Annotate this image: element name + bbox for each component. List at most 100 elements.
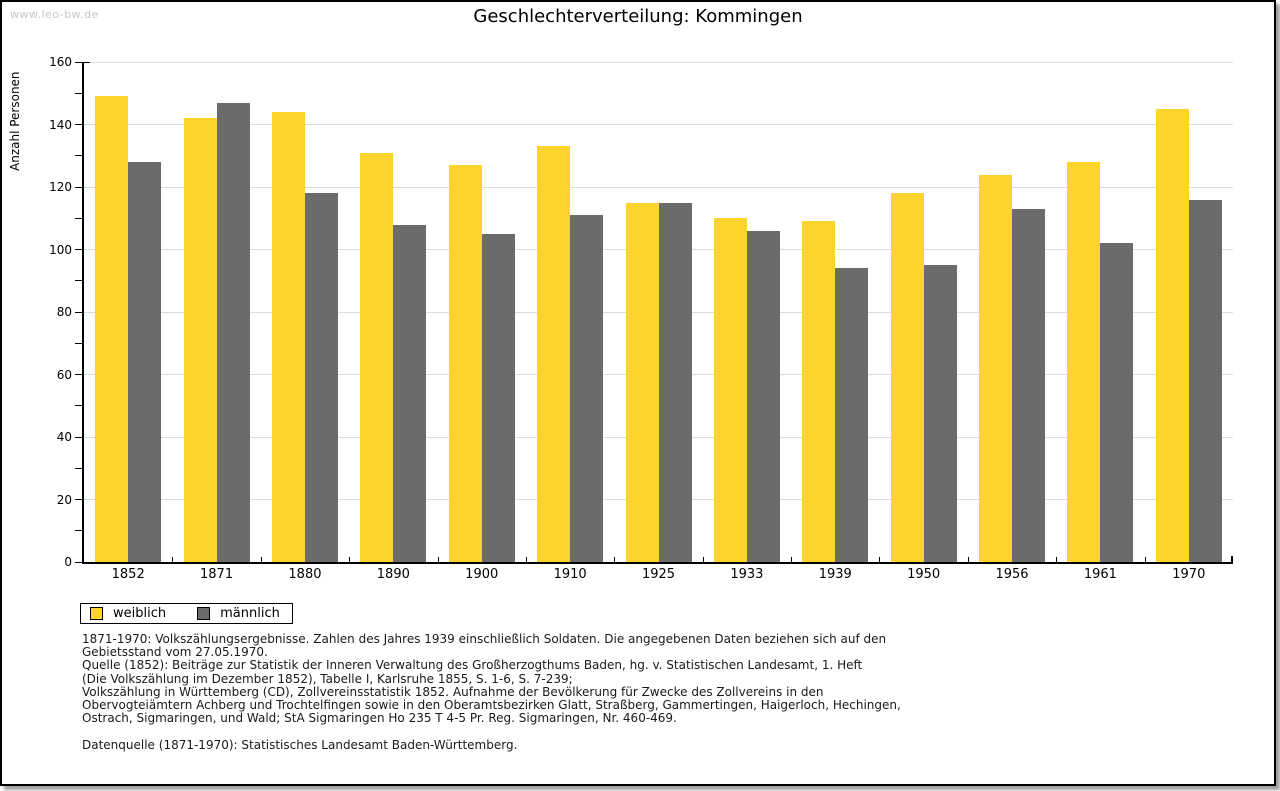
- y-axis-tick-label: 80: [56, 305, 72, 319]
- y-axis-endcap: [84, 62, 90, 63]
- x-axis-tick: [614, 557, 616, 562]
- y-axis-tick-label: 60: [56, 367, 72, 382]
- x-axis-category-label: 1910: [553, 567, 587, 582]
- x-axis-category-label: 1970: [1172, 567, 1206, 582]
- bar-weiblich-1890: [360, 152, 394, 562]
- footnote-line: Datenquelle (1871-1970): Statistisches L…: [82, 737, 518, 752]
- x-axis-tick: [702, 557, 704, 562]
- y-axis-tick: [75, 61, 82, 63]
- x-axis-category-label: 1890: [376, 567, 410, 582]
- x-axis-category-label: 1900: [465, 567, 499, 582]
- footnotes: 1871-1970: Volkszählungsergebnisse. Zahl…: [82, 632, 1232, 752]
- footnote-line: [82, 725, 1232, 738]
- bar-männlich-1925: [658, 202, 692, 562]
- bar-männlich-1950: [923, 265, 957, 562]
- x-axis-category-label: 1933: [730, 567, 764, 582]
- bar-weiblich-1880: [271, 112, 305, 562]
- gridline-120: [84, 186, 1233, 188]
- x-axis-tick: [791, 557, 793, 562]
- x-axis-tick: [172, 557, 174, 562]
- bar-männlich-1933: [746, 230, 780, 562]
- y-axis-tick-label: 140: [49, 117, 72, 132]
- y-axis-tick-label: 40: [56, 430, 72, 444]
- y-axis-tick: [75, 499, 82, 500]
- bar-männlich-1871: [216, 102, 250, 562]
- x-axis-tick: [1144, 557, 1146, 562]
- bar-männlich-1956: [1012, 208, 1046, 562]
- bar-weiblich-1900: [448, 165, 482, 562]
- plot-area: 0 20 40 60 80 100 120 140 160 1852 1871 1880 1890 190…: [49, 55, 1233, 582]
- bar-weiblich-1961: [1067, 162, 1101, 562]
- bar-männlich-1900: [481, 233, 515, 562]
- y-axis-tick: [75, 405, 82, 407]
- y-axis-tick: [75, 124, 82, 125]
- x-axis-tick: [525, 557, 527, 562]
- y-axis-tick: [75, 342, 82, 344]
- bar-männlich-1961: [1100, 243, 1134, 562]
- x-axis-tick: [349, 557, 351, 562]
- bar-männlich-1890: [393, 224, 427, 562]
- y-axis-tick-label: 120: [49, 180, 72, 194]
- x-axis-tick: [879, 557, 881, 562]
- y-axis-tick: [75, 186, 82, 188]
- x-axis-category-label: 1939: [818, 567, 852, 582]
- footnote-line: Volkszählung in Württemberg (CD), Zollve…: [82, 684, 824, 699]
- y-axis-tick: [75, 467, 82, 469]
- legend: weiblich männlich: [80, 603, 293, 624]
- gridline-140: [84, 124, 1233, 125]
- bar-weiblich-1939: [802, 221, 836, 562]
- footnote-line: Gebietsstand vom 27.05.1970.: [82, 645, 268, 660]
- y-axis-tick: [75, 311, 82, 313]
- watermark: www.leo-bw.de: [10, 8, 99, 21]
- legend-swatch-weiblich: [90, 607, 103, 620]
- y-axis-tick: [75, 436, 82, 438]
- bar-weiblich-1933: [713, 218, 747, 562]
- x-axis-tick: [1056, 557, 1058, 562]
- x-axis-tick: [260, 557, 262, 562]
- bar-weiblich-1970: [1155, 108, 1189, 562]
- chart-title: Geschlechterverteilung: Kommingen: [473, 6, 803, 27]
- bar-männlich-1939: [835, 268, 869, 562]
- x-axis-category-label: 1950: [907, 567, 941, 582]
- x-axis-category-label: 1956: [995, 567, 1029, 582]
- y-axis-tick: [75, 217, 82, 219]
- y-axis-tick-label: 0: [64, 555, 72, 569]
- y-axis-tick-label: 100: [49, 242, 72, 257]
- y-axis-tick: [75, 155, 82, 157]
- y-axis-tick: [75, 561, 82, 563]
- footnote-line: 1871-1970: Volkszählungsergebnisse. Zahl…: [82, 632, 887, 646]
- x-axis-tick: [437, 557, 439, 562]
- x-axis-category-label: 1880: [288, 567, 322, 582]
- x-axis-category-label: 1925: [641, 567, 676, 582]
- bar-männlich-1880: [304, 193, 338, 562]
- y-axis-tick: [75, 530, 82, 532]
- bar-weiblich-1956: [979, 174, 1013, 562]
- bar-männlich-1910: [570, 215, 604, 562]
- footnote-line: (Die Volkszählung im Dezember 1852), Tab…: [82, 671, 573, 686]
- legend-label-maennlich: männlich: [220, 606, 280, 621]
- footnote-line: Obervogteiämtern Achberg und Trochtelfin…: [82, 698, 901, 713]
- y-axis-tick: [75, 249, 82, 250]
- y-axis-title: Anzahl Personen: [8, 71, 22, 171]
- x-axis-category-label: 1961: [1083, 567, 1117, 582]
- y-axis-tick: [75, 280, 82, 282]
- legend-label-weiblich: weiblich: [113, 606, 167, 621]
- bar-weiblich-1910: [537, 146, 571, 562]
- y-axis-tick: [75, 374, 82, 375]
- bar-weiblich-1925: [625, 202, 659, 562]
- x-axis-category-label: 1871: [200, 567, 234, 582]
- bar-männlich-1970: [1188, 199, 1222, 562]
- gridline-160: [84, 61, 1233, 63]
- footnote-line: Ostrach, Sigmaringen, und Wald; StA Sigm…: [82, 711, 677, 726]
- y-axis-tick-label: 160: [49, 55, 72, 69]
- x-axis-category-label: 1852: [111, 567, 145, 582]
- bar-weiblich-1871: [183, 118, 217, 562]
- x-axis-endcap: [1231, 556, 1233, 562]
- footnote-line: Quelle (1852): Beiträge zur Statistik de…: [82, 658, 863, 673]
- x-axis-tick: [967, 557, 969, 562]
- bar-weiblich-1950: [890, 193, 924, 562]
- y-axis-tick-label: 20: [56, 492, 72, 507]
- legend-swatch-maennlich: [197, 607, 211, 620]
- y-axis-tick: [75, 92, 82, 94]
